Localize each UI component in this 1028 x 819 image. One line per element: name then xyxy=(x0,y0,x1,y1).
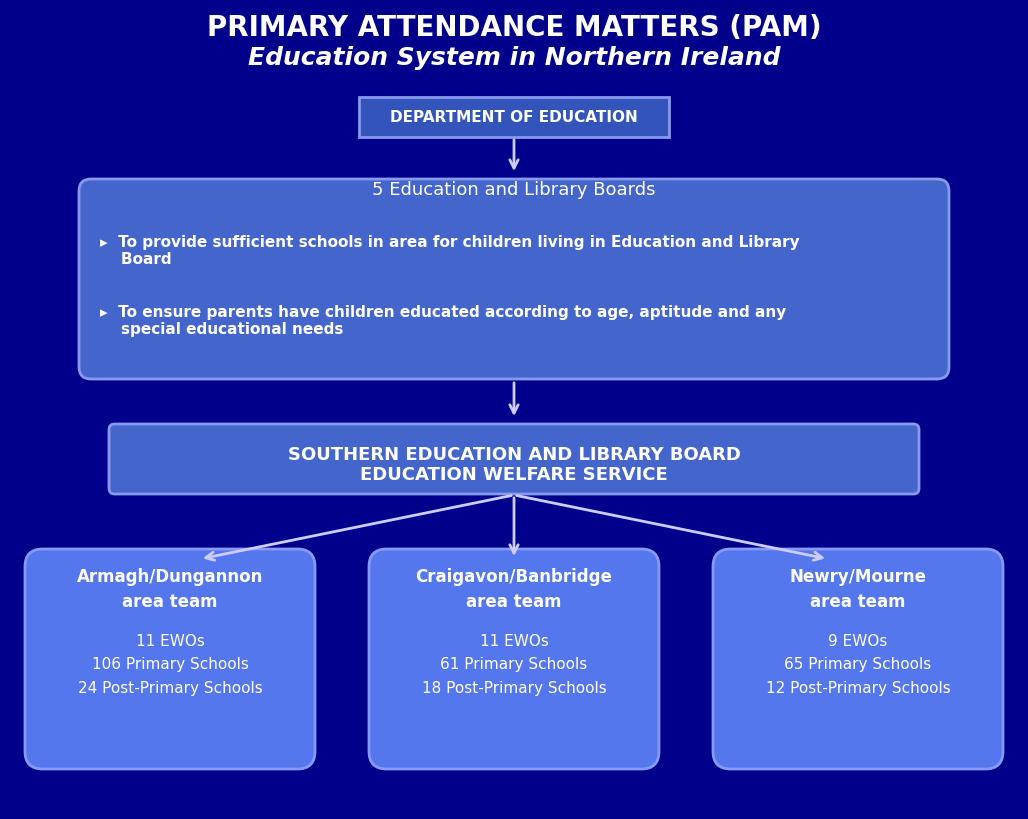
Text: Education System in Northern Ireland: Education System in Northern Ireland xyxy=(248,46,780,70)
Text: 9 EWOs
65 Primary Schools
12 Post-Primary Schools: 9 EWOs 65 Primary Schools 12 Post-Primar… xyxy=(766,633,950,695)
FancyBboxPatch shape xyxy=(369,550,659,769)
Text: Newry/Mourne
area team: Newry/Mourne area team xyxy=(790,568,926,611)
Text: Craigavon/Banbridge
area team: Craigavon/Banbridge area team xyxy=(415,568,613,611)
Text: 11 EWOs
106 Primary Schools
24 Post-Primary Schools: 11 EWOs 106 Primary Schools 24 Post-Prim… xyxy=(78,633,262,695)
Text: SOUTHERN EDUCATION AND LIBRARY BOARD: SOUTHERN EDUCATION AND LIBRARY BOARD xyxy=(288,446,740,464)
Text: Armagh/Dungannon
area team: Armagh/Dungannon area team xyxy=(77,568,263,611)
FancyBboxPatch shape xyxy=(713,550,1003,769)
Text: ▸  To ensure parents have children educated according to age, aptitude and any
 : ▸ To ensure parents have children educat… xyxy=(100,305,786,337)
FancyBboxPatch shape xyxy=(79,180,949,379)
Text: 11 EWOs
61 Primary Schools
18 Post-Primary Schools: 11 EWOs 61 Primary Schools 18 Post-Prima… xyxy=(421,633,607,695)
Text: 5 Education and Library Boards: 5 Education and Library Boards xyxy=(372,181,656,199)
Text: ▸  To provide sufficient schools in area for children living in Education and Li: ▸ To provide sufficient schools in area … xyxy=(100,235,800,267)
Text: PRIMARY ATTENDANCE MATTERS (PAM): PRIMARY ATTENDANCE MATTERS (PAM) xyxy=(207,14,821,42)
Text: DEPARTMENT OF EDUCATION: DEPARTMENT OF EDUCATION xyxy=(390,111,638,125)
Bar xyxy=(359,98,669,138)
FancyBboxPatch shape xyxy=(25,550,315,769)
FancyBboxPatch shape xyxy=(109,424,919,495)
Text: EDUCATION WELFARE SERVICE: EDUCATION WELFARE SERVICE xyxy=(360,465,668,483)
